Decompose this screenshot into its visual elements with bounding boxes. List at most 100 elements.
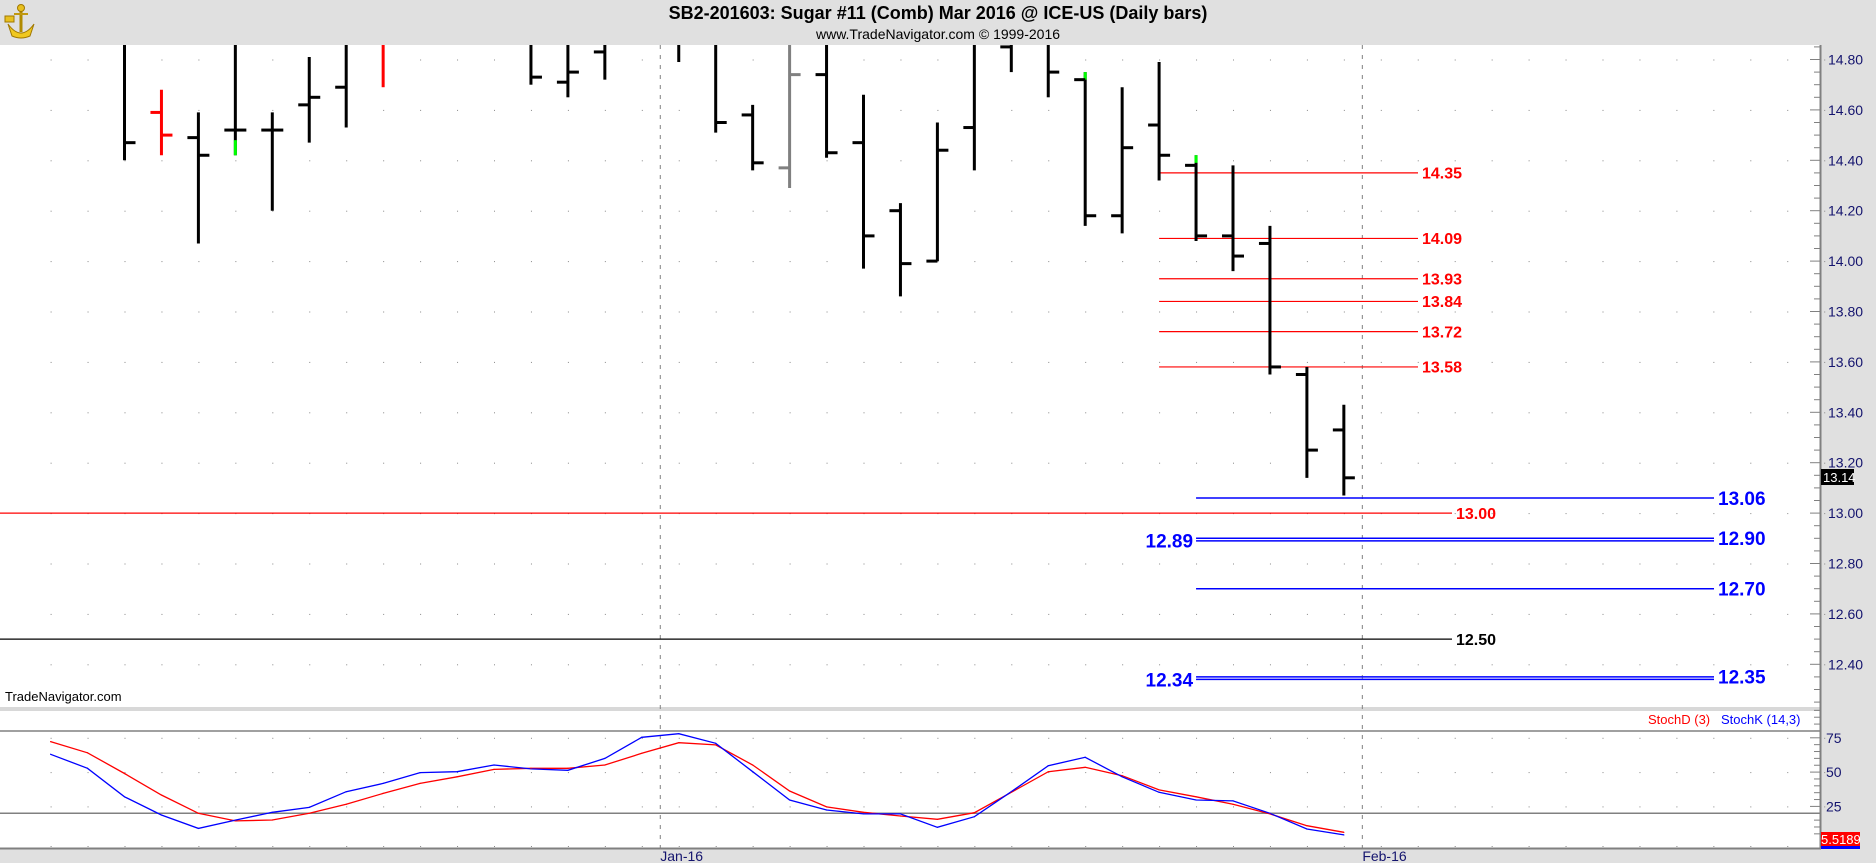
stochd-point — [1047, 771, 1049, 773]
grid-dot — [1528, 513, 1530, 515]
grid-dot — [1159, 261, 1161, 263]
grid-dot — [1787, 412, 1789, 414]
price-level-label: 14.35 — [1422, 166, 1462, 183]
grid-dot — [1417, 412, 1419, 414]
grid-dot — [1565, 613, 1567, 615]
grid-dot — [715, 664, 717, 666]
price-bar — [529, 45, 542, 85]
price-level-label: 12.70 — [1718, 580, 1766, 601]
grid-dot — [863, 772, 865, 774]
grid-dot — [457, 563, 459, 565]
time-axis[interactable]: Jan-16 Feb-16 — [660, 848, 1407, 863]
grid-dot — [1343, 109, 1345, 111]
stoch-axis-label: 75 — [1826, 730, 1842, 746]
grid-dot — [567, 664, 569, 666]
grid-dot — [346, 210, 348, 212]
grid-dot — [937, 664, 939, 666]
price-bar — [714, 45, 727, 133]
grid-dot — [530, 806, 532, 808]
grid-dot — [1602, 513, 1604, 515]
grid-dot — [1676, 261, 1678, 263]
stoch-axis-label: 50 — [1826, 764, 1842, 780]
grid-dot — [1306, 210, 1308, 212]
grid-dot — [1085, 59, 1087, 61]
stochd-point — [308, 812, 310, 814]
grid-dot — [1713, 109, 1715, 111]
grid-dot — [567, 109, 569, 111]
grid-dot — [789, 563, 791, 565]
price-axis[interactable]: 14.80 14.60 14.40 14.20 14.00 13.80 13.60 13.40… — [1810, 46, 1863, 703]
grid-dot — [567, 261, 569, 263]
grid-dot — [1639, 59, 1641, 61]
stochd-point — [789, 790, 791, 792]
grid-dot — [198, 772, 200, 774]
grid-dot — [87, 412, 89, 414]
grid-dot — [1343, 59, 1345, 61]
grid-dot — [1787, 513, 1789, 515]
grid-dot — [1750, 59, 1752, 61]
grid-dot — [309, 613, 311, 615]
chart-subtitle: www.TradeNavigator.com © 1999-2016 — [815, 26, 1061, 42]
stochk-legend[interactable]: StochK (14,3) — [1721, 712, 1801, 727]
pane-divider[interactable] — [0, 707, 1820, 711]
grid-dot — [1306, 109, 1308, 111]
grid-dot — [1196, 806, 1198, 808]
stochk-point — [567, 769, 569, 771]
grid-dot — [1122, 737, 1124, 739]
grid-dot — [1713, 160, 1715, 162]
stochk-point — [1121, 776, 1123, 778]
grid-dot — [1233, 311, 1234, 313]
grid-dot — [863, 311, 865, 313]
grid-dot — [1676, 311, 1678, 313]
grid-dot — [1343, 563, 1345, 565]
grid-dot — [1639, 513, 1641, 515]
grid-dot — [1011, 563, 1013, 565]
stochd-legend[interactable]: StochD (3) — [1648, 712, 1710, 727]
grid-dot — [1233, 412, 1234, 414]
grid-dot — [1233, 664, 1234, 666]
grid-dot — [383, 261, 385, 263]
grid-dot — [235, 412, 237, 414]
stochd-point — [50, 741, 52, 743]
grid-dot — [937, 261, 939, 263]
grid-dot — [1528, 563, 1530, 565]
grid-dot — [1454, 737, 1456, 739]
stochd-point — [530, 767, 532, 769]
grid-dot — [1417, 664, 1419, 666]
grid-dot — [272, 109, 274, 111]
price-level-label: 13.72 — [1422, 324, 1462, 341]
grid-dot — [124, 846, 126, 847]
grid-dot — [1713, 664, 1715, 666]
stochastic-pane[interactable] — [0, 711, 1820, 848]
last-price-box — [1821, 469, 1854, 485]
grid-dot — [1196, 846, 1198, 847]
grid-dot — [1454, 806, 1456, 808]
grid-dot — [1380, 311, 1382, 313]
grid-dot — [641, 664, 643, 666]
price-pane[interactable] — [0, 45, 1820, 707]
grid-dot — [309, 361, 311, 363]
grid-dot — [530, 846, 532, 847]
grid-dot — [87, 361, 89, 363]
grid-dot — [235, 806, 237, 808]
watermark-text: TradeNavigator.com — [5, 689, 122, 704]
grid-dot — [1454, 563, 1456, 565]
grid-dot — [974, 806, 976, 808]
grid-dot — [161, 59, 163, 61]
grid-dot — [198, 261, 200, 263]
grid-dot — [752, 261, 754, 263]
grid-dot — [1233, 462, 1234, 464]
grid-dot — [789, 412, 791, 414]
grid-dot — [826, 846, 828, 847]
grid-dot — [1380, 261, 1382, 263]
grid-dot — [826, 772, 828, 774]
grid-dot — [1491, 806, 1493, 808]
grid-dot — [789, 361, 791, 363]
grid-dot — [1713, 772, 1715, 774]
grid-dot — [1787, 563, 1789, 565]
price-axis-label: 13.40 — [1828, 404, 1863, 420]
grid-dot — [1196, 563, 1198, 565]
grid-dot — [1343, 361, 1345, 363]
grid-dot — [272, 59, 274, 61]
